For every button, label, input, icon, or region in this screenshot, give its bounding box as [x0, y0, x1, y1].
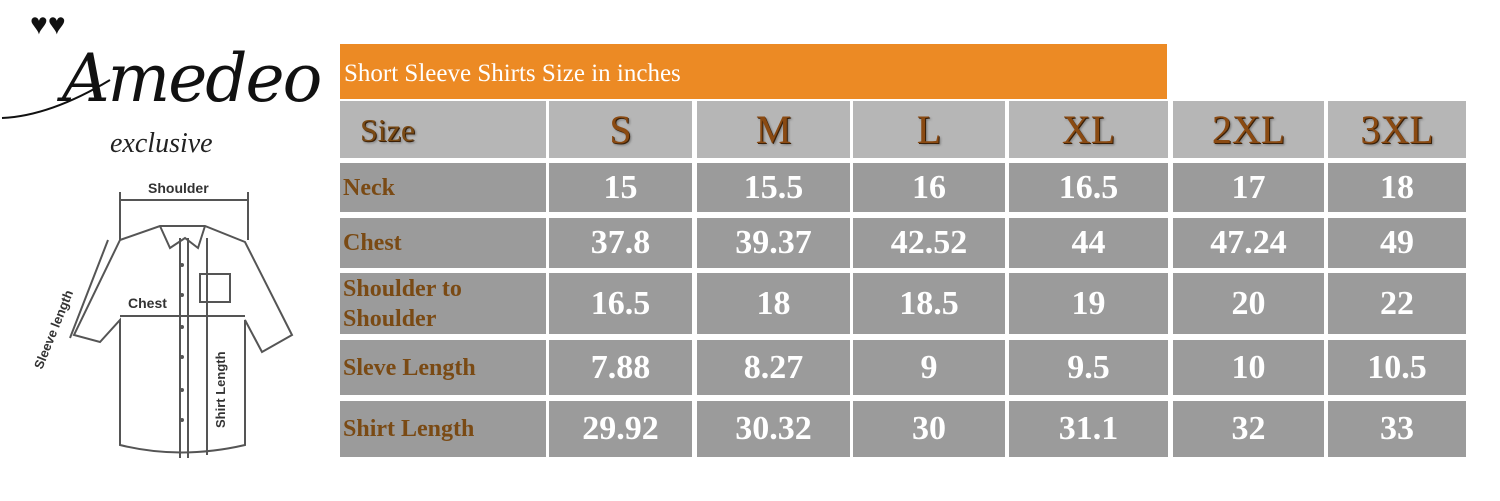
brand-name: Amedeo [62, 40, 322, 117]
measurement-cell: 37.8 [549, 218, 692, 268]
measurement-cell: 9.5 [1009, 340, 1168, 395]
size-header: S [549, 101, 692, 158]
measurement-cell: 29.92 [549, 401, 692, 457]
shirt-length-label: Shirt Length [213, 351, 228, 428]
measurement-cell: 8.27 [697, 340, 850, 395]
measurement-cell: 47.24 [1173, 218, 1324, 268]
row-label: Shoulder to Shoulder [340, 273, 546, 334]
shirt-measurement-diagram: Shoulder Chest Sleeve length Shirt Lengt… [31, 180, 294, 458]
measurement-cell: 17 [1173, 163, 1324, 212]
row-label: Chest [340, 218, 546, 268]
measurement-cell: 22 [1328, 273, 1466, 334]
row-label: Neck [340, 163, 546, 212]
brand-tagline: exclusive [110, 128, 213, 159]
size-header: L [853, 101, 1005, 158]
brand-logo: ♥♥ Amedeo exclusive [0, 8, 322, 170]
measurement-cell: 10 [1173, 340, 1324, 395]
measurement-cell: 15.5 [697, 163, 850, 212]
swash-decoration [1, 79, 111, 119]
measurement-cell: 33 [1328, 401, 1466, 457]
measurement-cell: 18 [697, 273, 850, 334]
shoulder-label: Shoulder [148, 180, 209, 196]
chest-label: Chest [128, 295, 167, 311]
size-header: XL [1009, 101, 1168, 158]
measurement-cell: 16.5 [1009, 163, 1168, 212]
measurement-cell: 20 [1173, 273, 1324, 334]
size-header: 2XL [1173, 101, 1324, 158]
measurement-cell: 10.5 [1328, 340, 1466, 395]
measurement-cell: 49 [1328, 218, 1466, 268]
table-title: Short Sleeve Shirts Size in inches [340, 44, 1167, 99]
hearts-icon: ♥♥ [30, 8, 66, 41]
measurement-cell: 39.37 [697, 218, 850, 268]
size-header: M [697, 101, 850, 158]
row-label: Sleve Length [340, 340, 546, 395]
sleeve-length-label: Sleeve length [31, 288, 76, 371]
measurement-cell: 18.5 [853, 273, 1005, 334]
size-header: 3XL [1328, 101, 1466, 158]
measurement-cell: 31.1 [1009, 401, 1168, 457]
measurement-cell: 9 [853, 340, 1005, 395]
measurement-cell: 18 [1328, 163, 1466, 212]
measurement-cell: 19 [1009, 273, 1168, 334]
measurement-cell: 32 [1173, 401, 1324, 457]
measurement-cell: 16.5 [549, 273, 692, 334]
row-label: Shirt Length [340, 401, 546, 457]
header-size-label: Size [340, 101, 546, 158]
measurement-cell: 7.88 [549, 340, 692, 395]
measurement-cell: 15 [549, 163, 692, 212]
measurement-cell: 42.52 [853, 218, 1005, 268]
measurement-cell: 30.32 [697, 401, 850, 457]
measurement-cell: 44 [1009, 218, 1168, 268]
measurement-cell: 16 [853, 163, 1005, 212]
measurement-cell: 30 [853, 401, 1005, 457]
